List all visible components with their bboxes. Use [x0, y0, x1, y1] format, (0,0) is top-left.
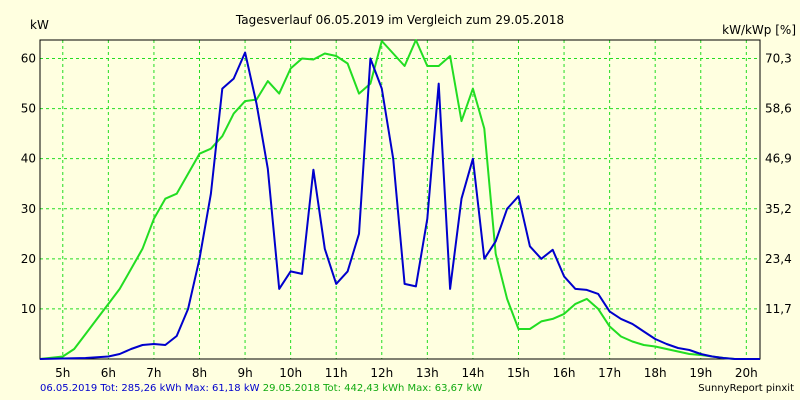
x-tick-label: 14h [461, 366, 484, 380]
footer-stats: 06.05.2019 Tot: 285,26 kWh Max: 61,18 kW… [40, 383, 482, 394]
footer-series1-stats: 06.05.2019 Tot: 285,26 kWh Max: 61,18 kW [40, 383, 260, 394]
series-layer [39, 39, 760, 360]
x-tick-label: 20h [735, 366, 758, 380]
x-tick-label: 13h [416, 366, 439, 380]
y-tick-left-label: 10 [21, 302, 36, 316]
x-tick-label: 10h [279, 366, 302, 380]
y-tick-left-label: 50 [21, 102, 36, 116]
y-tick-left-label: 30 [21, 202, 36, 216]
y-axis-right-label: kW/kWp [%] [722, 23, 796, 37]
footer-series2-stats: 29.05.2018 Tot: 442,43 kWh Max: 63,67 kW [262, 383, 483, 394]
x-tick-label: 19h [689, 366, 712, 380]
y-tick-right-label: 58,6 [765, 102, 792, 116]
y-tick-right-label: 35,2 [765, 202, 792, 216]
x-tick-label: 16h [553, 366, 576, 380]
x-tick-label: 11h [325, 366, 348, 380]
y-axis-right-ticks: 11,7 23,4 35,2 46,9 58,6 70,3 [765, 52, 792, 316]
series-line-2 [39, 39, 760, 360]
series-line-1 [39, 51, 760, 360]
y-tick-left-label: 60 [21, 52, 36, 66]
x-tick-label: 12h [370, 366, 393, 380]
plot-frame [39, 39, 761, 360]
y-axis-left-label: kW [30, 18, 49, 32]
x-tick-label: 7h [146, 366, 161, 380]
footer-brand: SunnyReport pinxit [698, 383, 794, 394]
y-tick-left-label: 20 [21, 252, 36, 266]
grid [40, 40, 760, 359]
y-axis-left-ticks: 10 20 30 40 50 60 [21, 52, 36, 316]
y-tick-right-label: 70,3 [765, 52, 792, 66]
x-tick-label: 8h [192, 366, 207, 380]
y-tick-right-label: 11,7 [765, 302, 792, 316]
x-tick-label: 9h [237, 366, 252, 380]
x-tick-label: 17h [598, 366, 621, 380]
x-axis-ticks: 5h 6h 7h 8h 9h 10h 11h 12h 13h 14h 15h 16h 17h 18h 19h… [55, 366, 758, 380]
y-tick-right-label: 46,9 [765, 152, 792, 166]
plot-border [39, 39, 761, 360]
y-tick-right-label: 23,4 [765, 252, 792, 266]
x-tick-label: 6h [101, 366, 116, 380]
x-tick-label: 5h [55, 366, 70, 380]
chart-title: Tagesverlauf 06.05.2019 im Vergleich zum… [235, 13, 564, 27]
y-tick-left-label: 40 [21, 152, 36, 166]
x-tick-label: 15h [507, 366, 530, 380]
x-tick-label: 18h [644, 366, 667, 380]
